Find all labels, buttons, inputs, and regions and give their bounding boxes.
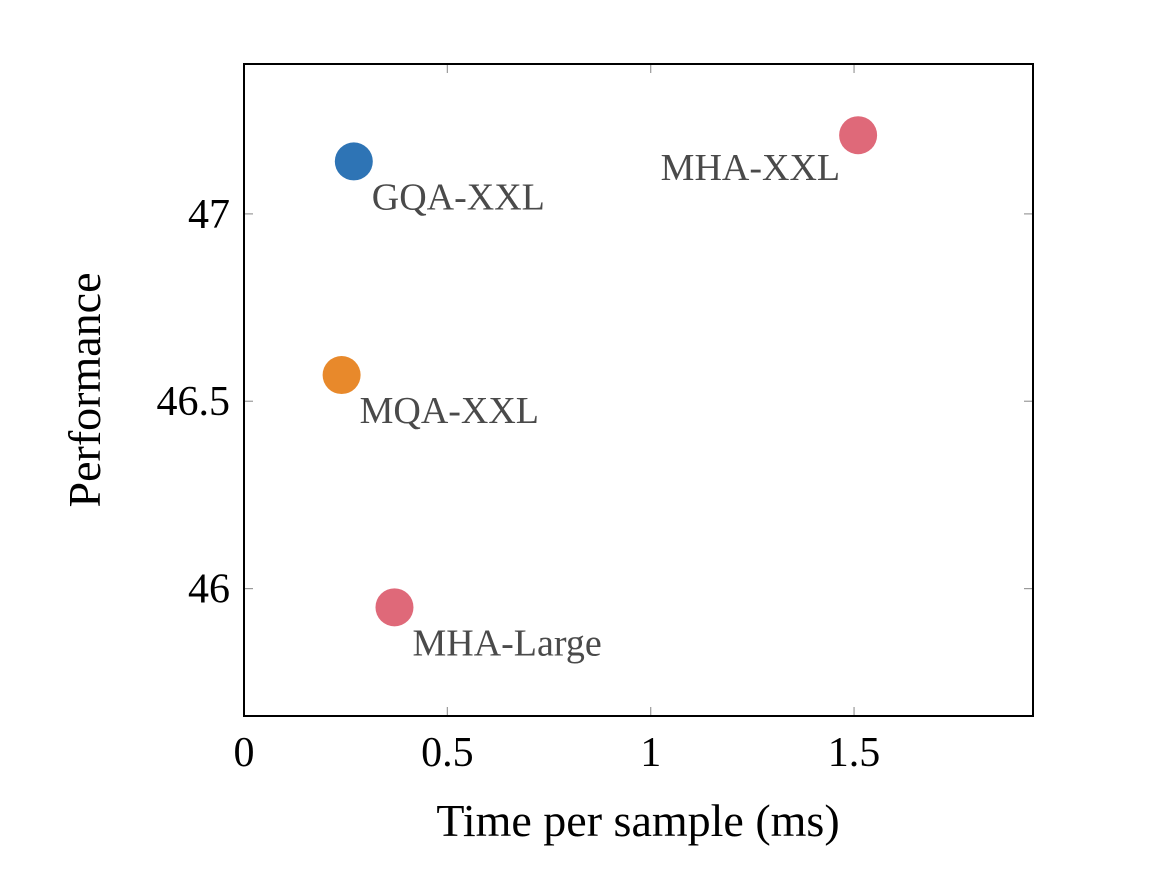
x-tick-label: 0	[234, 730, 255, 776]
data-points: GQA-XXL MQA-XXL MHA-Large MHA-XXL	[322, 116, 878, 664]
axis-ticks	[243, 64, 1033, 716]
x-tick-label: 1.5	[828, 730, 881, 776]
tick-labels: 0 0.5 1 1.5 46 46.5 47	[157, 192, 881, 776]
data-point-label: MHA-Large	[412, 622, 601, 664]
y-tick-label: 46.5	[157, 379, 231, 425]
x-tick-label: 0.5	[421, 730, 474, 776]
x-tick-label: 1	[640, 730, 661, 776]
data-point-marker	[375, 588, 414, 627]
plot-frame	[243, 63, 1034, 717]
y-axis-title: Performance	[59, 273, 110, 508]
data-point-label: MHA-XXL	[661, 147, 840, 189]
x-axis-title: Time per sample (ms)	[436, 795, 839, 846]
data-point-marker	[334, 142, 373, 181]
y-tick-label: 47	[188, 192, 230, 238]
data-point-marker	[839, 116, 878, 155]
data-point-label: GQA-XXL	[372, 176, 545, 218]
y-tick-label: 46	[188, 567, 230, 613]
data-point-label: MQA-XXL	[360, 390, 539, 432]
data-point-marker	[322, 356, 361, 395]
